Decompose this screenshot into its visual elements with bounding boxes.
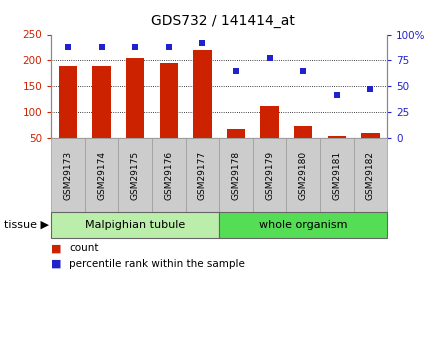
Text: percentile rank within the sample: percentile rank within the sample	[69, 259, 245, 269]
Text: GSM29182: GSM29182	[366, 150, 375, 200]
Text: GSM29178: GSM29178	[231, 150, 240, 200]
Point	[132, 44, 139, 50]
Bar	[159, 63, 178, 138]
Point	[266, 56, 273, 61]
Text: GSM29179: GSM29179	[265, 150, 274, 200]
Text: count: count	[69, 244, 98, 253]
Bar	[92, 66, 111, 138]
Text: ■: ■	[51, 244, 62, 253]
Bar	[126, 58, 145, 138]
Bar	[361, 133, 380, 138]
Text: GSM29176: GSM29176	[164, 150, 173, 200]
Point	[65, 44, 72, 50]
Bar	[294, 126, 312, 138]
Text: ■: ■	[51, 259, 62, 269]
Point	[299, 68, 307, 73]
Bar	[328, 136, 346, 138]
Bar	[193, 50, 212, 138]
Point	[199, 40, 206, 46]
Text: GDS732 / 141414_at: GDS732 / 141414_at	[150, 14, 295, 28]
Point	[98, 44, 105, 50]
Text: GSM29174: GSM29174	[97, 150, 106, 200]
Text: GSM29181: GSM29181	[332, 150, 341, 200]
Text: GSM29173: GSM29173	[64, 150, 73, 200]
Point	[367, 87, 374, 92]
Text: GSM29180: GSM29180	[299, 150, 307, 200]
Bar	[260, 106, 279, 138]
Point	[232, 68, 239, 73]
Point	[333, 92, 340, 97]
Text: whole organism: whole organism	[259, 220, 348, 230]
Bar	[227, 129, 245, 138]
Bar	[59, 66, 77, 138]
Text: tissue ▶: tissue ▶	[4, 220, 49, 230]
Text: GSM29177: GSM29177	[198, 150, 207, 200]
Text: Malpighian tubule: Malpighian tubule	[85, 220, 185, 230]
Text: GSM29175: GSM29175	[131, 150, 140, 200]
Point	[165, 44, 172, 50]
